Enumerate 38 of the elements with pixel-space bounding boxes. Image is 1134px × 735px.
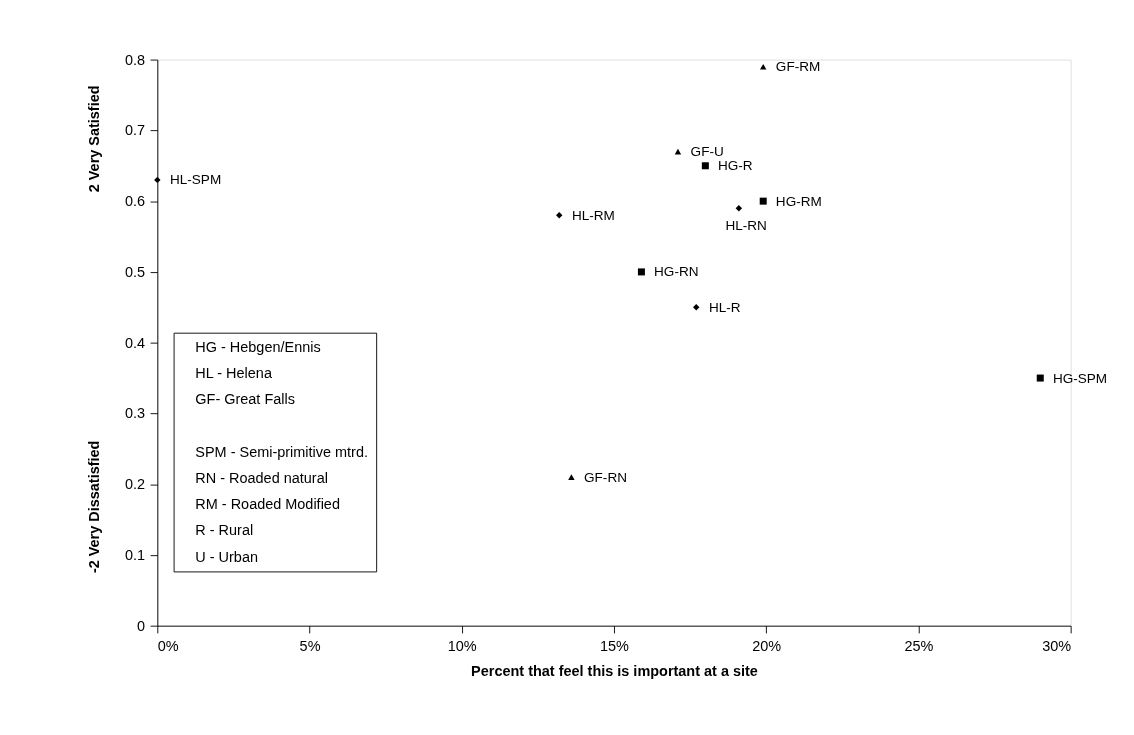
x-axis-title: Percent that feel this is important at a site [471,662,758,679]
annotation: HG - Hebgen/Ennis [195,338,321,355]
annotation: U - Urban [195,548,258,565]
annotation: HL - Helena [195,364,273,381]
x-tick-label: 10% [447,637,477,654]
y-axis-title: 2 Very Satisfied [85,85,102,193]
text: -2 Very Dissatisfied [85,440,102,574]
y-tick-label: 0.7 [125,122,146,139]
y-tick-label: 0.1 [125,546,146,563]
annotation: HL-RN [725,217,767,233]
annotation: GF-RN [584,469,627,485]
annotation: RM - Roaded Modified [195,496,340,513]
annotation: HG-SPM [1052,370,1108,386]
annotation: RN - Roaded natural [195,469,328,486]
y-tick-label: 0.8 [125,51,146,68]
annotation: HG-R [718,158,753,174]
annotation: R - Rural [195,522,254,539]
annotation: GF-U [690,144,724,160]
x-tick-label: 15% [600,637,630,654]
y-tick-label: 0.3 [125,405,146,422]
annotation: GF-RM [775,59,821,75]
x-tick-label: 20% [752,637,782,654]
x-tick-label: 25% [904,637,934,654]
y-tick-label: 0 [137,617,146,634]
annotation: GF- Great Falls [195,391,295,408]
annotation: HL-R [708,299,741,315]
annotation: SPM - Semi-primitive mtrd. [195,443,368,460]
y-tick-label: 0.2 [125,476,146,493]
annotation: HG-RM [775,193,822,209]
y-tick-label: 0.5 [125,263,146,280]
annotation: HL-SPM [170,172,222,188]
y-tick-label: 0.4 [125,334,146,351]
y-tick-label: 0.6 [125,193,146,210]
annotation: HL-RM [571,207,615,223]
annotation: HG-RN [654,264,699,280]
x-tick-label: 0% [157,637,179,654]
x-tick-label: 5% [299,637,321,654]
x-tick-label: 30% [1042,637,1072,654]
